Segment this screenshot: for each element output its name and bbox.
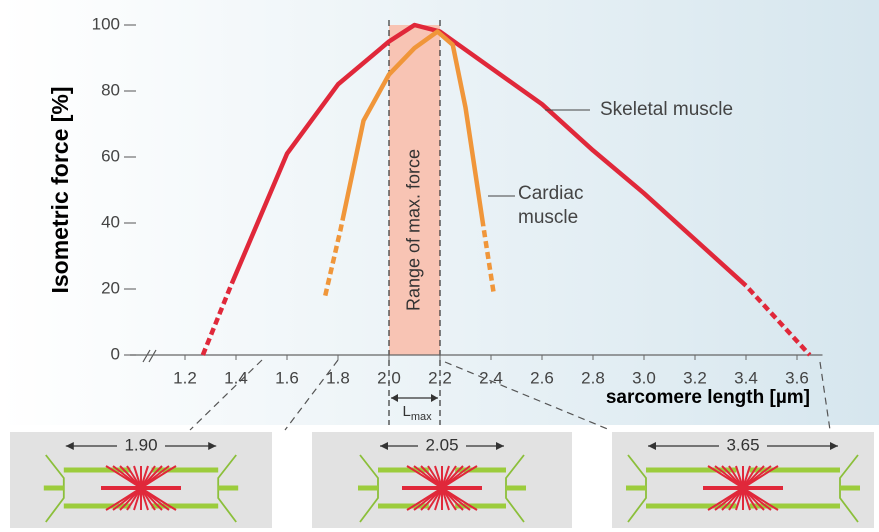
- series-annotation-box: Cardiac muscle: [518, 183, 584, 228]
- x-tick-label: 1.8: [326, 368, 350, 387]
- x-tick-label: 3.4: [734, 368, 758, 387]
- axis-break: [142, 349, 157, 363]
- label-bg: [719, 436, 767, 456]
- myosin: [140, 465, 177, 511]
- myosin: [742, 465, 779, 511]
- label-bg: [418, 436, 466, 456]
- series-annotation: Skeletal muscle: [600, 99, 733, 120]
- myosin: [441, 465, 478, 511]
- y-axis-label: Isometric force [%]: [47, 86, 73, 293]
- x-tick-label: 1.6: [275, 368, 299, 387]
- x-tick-label: 3.0: [632, 368, 656, 387]
- label-bg: [117, 436, 165, 456]
- x-tick-label: 2.4: [479, 368, 503, 387]
- y-tick-label: 0: [111, 344, 120, 363]
- x-tick-label: 2.8: [581, 368, 605, 387]
- lmax-main: L: [403, 403, 411, 420]
- band-label: Range of max. force: [403, 149, 423, 311]
- y-tick-label: 40: [101, 212, 120, 231]
- series-line: [200, 22, 812, 357]
- x-tick-label: 2.2: [428, 368, 452, 387]
- series-line: [323, 29, 496, 297]
- length-label: 1.90: [124, 435, 157, 454]
- lmax-sub: max: [411, 411, 432, 423]
- x-tick-label: 3.2: [683, 368, 707, 387]
- length-label: 2.05: [425, 435, 458, 454]
- y-tick-label: 60: [101, 146, 120, 165]
- y-tick-label: 80: [101, 80, 120, 99]
- x-tick-label: 2.0: [377, 368, 401, 387]
- lmax-label: Lmax: [403, 403, 433, 423]
- x-tick-label: 2.6: [530, 368, 554, 387]
- max-force-band: [389, 25, 440, 355]
- y-tick-label: 100: [92, 14, 120, 33]
- y-tick-label: 20: [101, 278, 120, 297]
- x-tick-label: 1.4: [224, 368, 248, 387]
- length-label: 3.65: [726, 435, 759, 454]
- x-tick-label: 1.2: [173, 368, 197, 387]
- x-tick-label: 3.6: [785, 368, 809, 387]
- series-annotation: Cardiac muscle: [518, 183, 584, 228]
- sarcomere-diagrams: 1.90 2.05 3.65: [43, 435, 860, 523]
- x-axis-label: sarcomere length [µm]: [606, 387, 810, 408]
